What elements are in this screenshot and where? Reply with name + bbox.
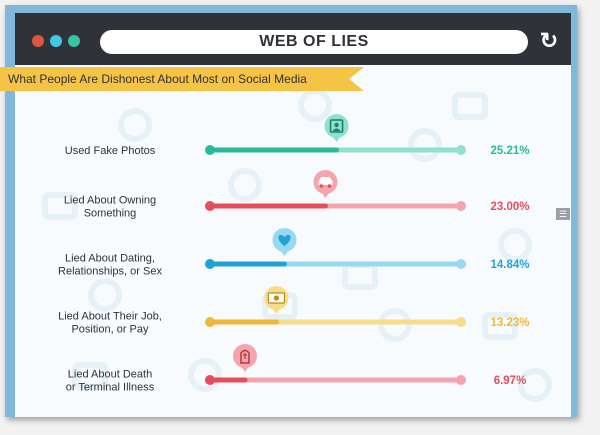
icon-pointer — [331, 135, 342, 142]
bar-end-dot — [456, 259, 466, 269]
icon-pointer — [279, 249, 290, 256]
category-label: Used Fake Photos — [65, 145, 156, 157]
category-label: or Terminal Illness — [66, 382, 155, 394]
icon-pointer — [239, 365, 250, 372]
minimize-dot[interactable] — [50, 35, 62, 47]
category-label: Lied About Dating, — [65, 253, 155, 265]
icon-pointer — [320, 191, 331, 198]
value-label: 14.84% — [490, 259, 529, 271]
category-label: Lied About Death — [68, 369, 152, 381]
money-icon-glyph — [267, 292, 286, 304]
bar-start-dot — [205, 201, 215, 211]
bar-end-dot — [456, 201, 466, 211]
category-label: Lied About Their Job, — [58, 311, 162, 323]
category-label: Relationships, or Sex — [58, 266, 162, 278]
title-bar: WEB OF LIES ↻ — [15, 13, 571, 65]
category-label: Position, or Pay — [71, 324, 149, 336]
chart-subtitle-ribbon: What People Are Dishonest About Most on … — [0, 67, 364, 91]
category-label: Lied About Owning — [64, 195, 156, 207]
close-dot[interactable] — [32, 35, 44, 47]
tombstone-icon-glyph — [240, 349, 250, 364]
bar-start-dot — [205, 145, 215, 155]
value-label: 13.23% — [490, 317, 529, 329]
side-menu-icon[interactable]: ☰ — [556, 208, 570, 220]
car-icon-glyph — [318, 177, 333, 188]
maximize-dot[interactable] — [68, 35, 80, 47]
value-label: 23.00% — [490, 201, 529, 213]
bar-start-dot — [205, 259, 215, 269]
value-label: 25.21% — [490, 145, 529, 157]
bar-end-dot — [456, 145, 466, 155]
value-label: 6.97% — [494, 375, 527, 387]
heart-icon-glyph — [278, 234, 291, 246]
category-label: Something — [84, 208, 137, 220]
photo-icon-glyph — [329, 119, 344, 133]
bar-start-dot — [205, 317, 215, 327]
address-bar[interactable]: WEB OF LIES — [100, 30, 528, 54]
bar-start-dot — [205, 375, 215, 385]
bar-end-dot — [456, 375, 466, 385]
refresh-icon[interactable]: ↻ — [539, 28, 559, 53]
icon-pointer — [271, 307, 282, 314]
bar-end-dot — [456, 317, 466, 327]
